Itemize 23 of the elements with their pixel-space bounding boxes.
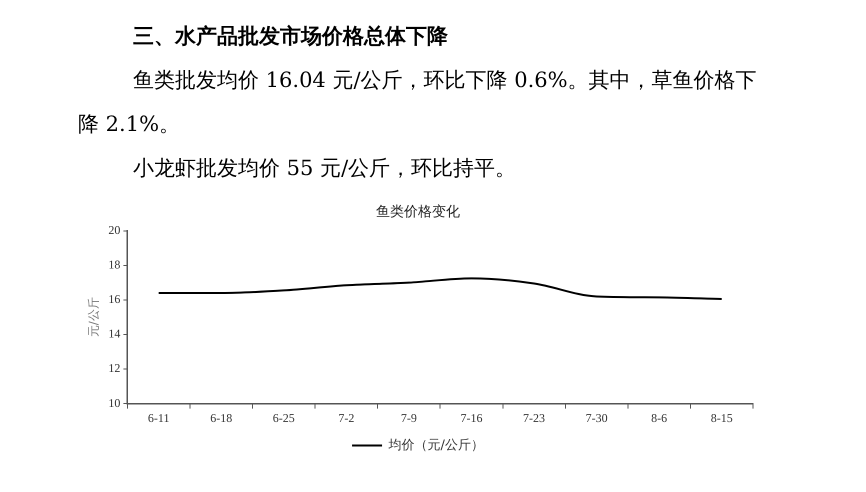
- y-tick-label: 10: [108, 396, 120, 410]
- y-axis-title: 元/公斤: [86, 297, 100, 338]
- y-tick-label: 16: [108, 292, 120, 306]
- x-tick-label: 8-15: [710, 410, 733, 425]
- y-tick-label: 18: [108, 258, 120, 272]
- text: 三、水产品批发市场价格总体下降: [132, 22, 449, 50]
- x-tick-label: 7-9: [400, 410, 417, 425]
- x-tick-label: 7-16: [460, 410, 482, 425]
- text: 小龙虾批发均价 55 元/公斤，环比持平。: [132, 155, 518, 182]
- chart-title: 鱼类价格变化: [376, 204, 460, 220]
- y-tick-label: 14: [108, 326, 120, 341]
- y-tick-label: 12: [108, 361, 120, 376]
- x-tick-label: 7-23: [523, 410, 546, 425]
- line-series: [158, 277, 723, 300]
- legend-label: 均价（元/公斤）: [388, 438, 484, 453]
- x-tick-label: 7-2: [338, 410, 354, 425]
- x-tick-label: 8-6: [651, 410, 668, 425]
- x-tick-label: 6-18: [210, 410, 232, 425]
- x-tick-label: 6-11: [148, 410, 170, 425]
- y-tick-label: 20: [108, 222, 120, 237]
- x-tick-label: 7-30: [586, 410, 608, 425]
- x-tick-label: 6-25: [272, 410, 295, 425]
- text: 鱼类批发均价 16.04 元/公斤，环比下降 0.6%。其中，草鱼价格下降 2.1%。: [78, 67, 758, 138]
